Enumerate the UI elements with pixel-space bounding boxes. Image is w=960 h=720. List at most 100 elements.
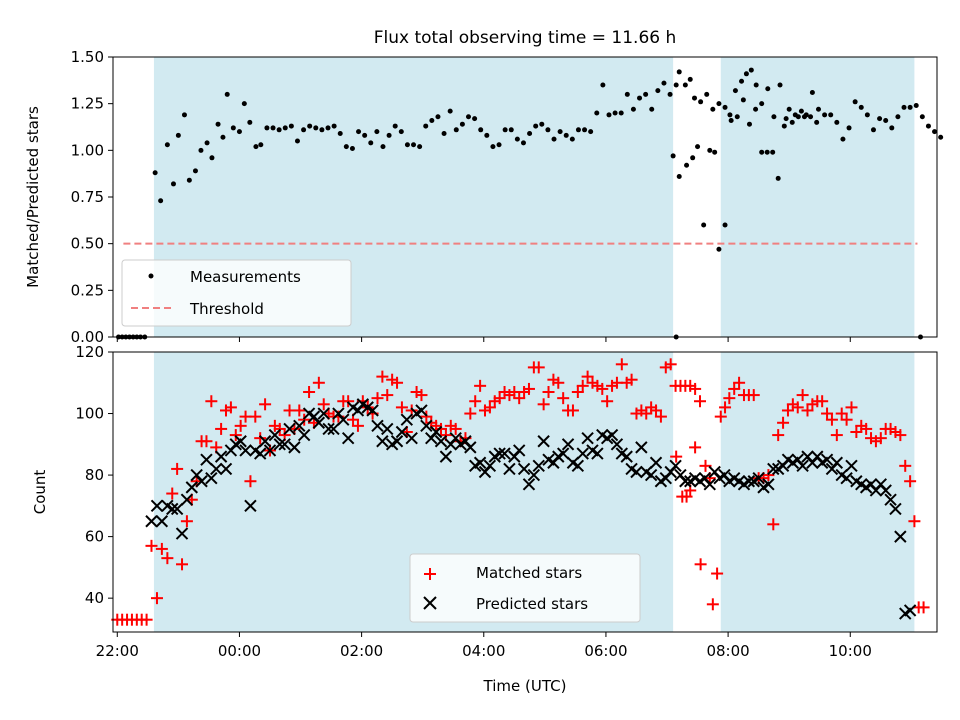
top-panel: 0.00 0.25 0.50 0.75 1.00 1.25 1.50 Matched/Pre… xyxy=(24,48,944,346)
matched-star-point xyxy=(552,376,565,389)
matched-star-point xyxy=(723,392,736,405)
matched-star-point xyxy=(469,395,482,408)
measurement-point xyxy=(349,145,355,151)
matched-star-point xyxy=(483,401,496,414)
matched-star-point xyxy=(747,389,760,402)
predicted-star-point xyxy=(341,431,355,445)
predicted-star-point xyxy=(527,468,541,482)
measurement-point xyxy=(667,91,673,97)
y-tick-label: 120 xyxy=(75,343,104,361)
measurement-point xyxy=(362,132,368,138)
predicted-star-point xyxy=(400,413,414,426)
measurement-point xyxy=(545,127,551,133)
measurement-point xyxy=(840,136,846,142)
measurement-point xyxy=(732,88,738,94)
matched-star-point xyxy=(576,379,589,392)
bottom-panel: 40 60 80 100 120 22:00 00:00 02:00 04:00 06:00 08… xyxy=(31,343,938,695)
predicted-star-point xyxy=(195,475,208,488)
y-tick-label: 0.25 xyxy=(71,281,104,299)
matched-star-point xyxy=(791,401,804,414)
matched-star-point xyxy=(825,413,838,426)
predicted-star-point xyxy=(405,431,418,445)
legend-matched-marker xyxy=(424,568,436,580)
measurement-point xyxy=(465,114,471,120)
measurement-point xyxy=(792,112,798,118)
y-tick-label: 0.75 xyxy=(71,188,104,206)
predicted-star-point xyxy=(620,450,633,463)
matched-star-point xyxy=(719,401,732,414)
predicted-star-point xyxy=(830,456,844,469)
measurement-point xyxy=(655,88,661,94)
measurement-point xyxy=(368,140,374,146)
measurement-point xyxy=(704,91,710,97)
top-y-axis-label: Matched/Predicted stars xyxy=(24,106,42,288)
measurement-point xyxy=(692,95,698,101)
legend-predicted-label: Predicted stars xyxy=(476,595,588,613)
measurement-point xyxy=(618,110,624,116)
matched-star-point xyxy=(395,401,408,414)
measurement-point xyxy=(170,181,176,187)
measurement-point xyxy=(727,112,733,118)
predicted-star-point xyxy=(371,419,384,433)
measurement-point xyxy=(676,173,682,179)
predicted-star-point xyxy=(439,450,453,463)
matched-star-point xyxy=(224,401,237,414)
measurement-point xyxy=(158,198,164,204)
matched-star-point xyxy=(801,404,814,417)
predicted-star-point xyxy=(185,481,199,494)
matched-star-point xyxy=(150,592,163,605)
predicted-star-point xyxy=(473,456,487,469)
matched-star-point xyxy=(796,389,809,402)
bottom-y-axis-label: Count xyxy=(31,470,49,515)
measurement-point xyxy=(722,222,728,228)
measurement-point xyxy=(496,142,502,148)
measurement-point xyxy=(181,112,187,118)
predicted-star-point xyxy=(297,428,311,442)
predicted-star-point xyxy=(210,462,223,476)
matched-star-point xyxy=(293,404,306,417)
matched-star-point xyxy=(215,422,228,435)
measurement-point xyxy=(508,127,514,133)
predicted-star-point xyxy=(170,502,184,516)
measurement-point xyxy=(753,106,759,112)
measurement-point xyxy=(759,101,765,107)
measurement-point xyxy=(814,119,820,125)
predicted-star-point xyxy=(180,493,194,506)
measurement-point xyxy=(770,149,776,155)
measurement-point xyxy=(514,136,520,142)
predicted-star-point xyxy=(288,441,301,454)
measurement-point xyxy=(743,71,749,77)
matched-star-point xyxy=(733,376,746,389)
matched-star-point xyxy=(415,389,428,402)
measurement-point xyxy=(728,117,734,123)
measurement-point xyxy=(907,104,913,110)
predicted-star-point xyxy=(366,404,379,417)
measurement-point xyxy=(630,106,636,112)
predicted-star-point xyxy=(322,422,335,436)
measurement-point xyxy=(325,125,331,131)
predicted-star-point xyxy=(420,419,433,433)
bottom-legend: Matched stars Predicted stars xyxy=(409,553,641,623)
matched-star-point xyxy=(317,398,330,411)
measurement-point xyxy=(374,129,380,135)
x-tick-label: 22:00 xyxy=(96,642,139,660)
predicted-star-point xyxy=(200,453,213,466)
predicted-star-point xyxy=(703,478,716,491)
matched-star-point xyxy=(205,395,218,408)
matched-star-point xyxy=(816,395,829,408)
matched-star-point xyxy=(171,462,184,475)
measurement-point xyxy=(809,89,815,95)
measurement-point xyxy=(701,222,707,228)
measurement-point xyxy=(765,86,771,92)
measurement-point xyxy=(710,106,716,112)
measurement-point xyxy=(192,168,198,174)
matched-star-point xyxy=(161,552,174,565)
matched-star-point xyxy=(249,410,262,423)
measurement-point xyxy=(858,104,864,110)
x-tick-label: 08:00 xyxy=(706,642,749,660)
matched-star-point xyxy=(351,419,364,432)
measurement-point xyxy=(901,104,907,110)
predicted-star-point xyxy=(166,502,179,516)
measurement-point xyxy=(459,121,465,127)
matched-star-point xyxy=(689,441,702,454)
